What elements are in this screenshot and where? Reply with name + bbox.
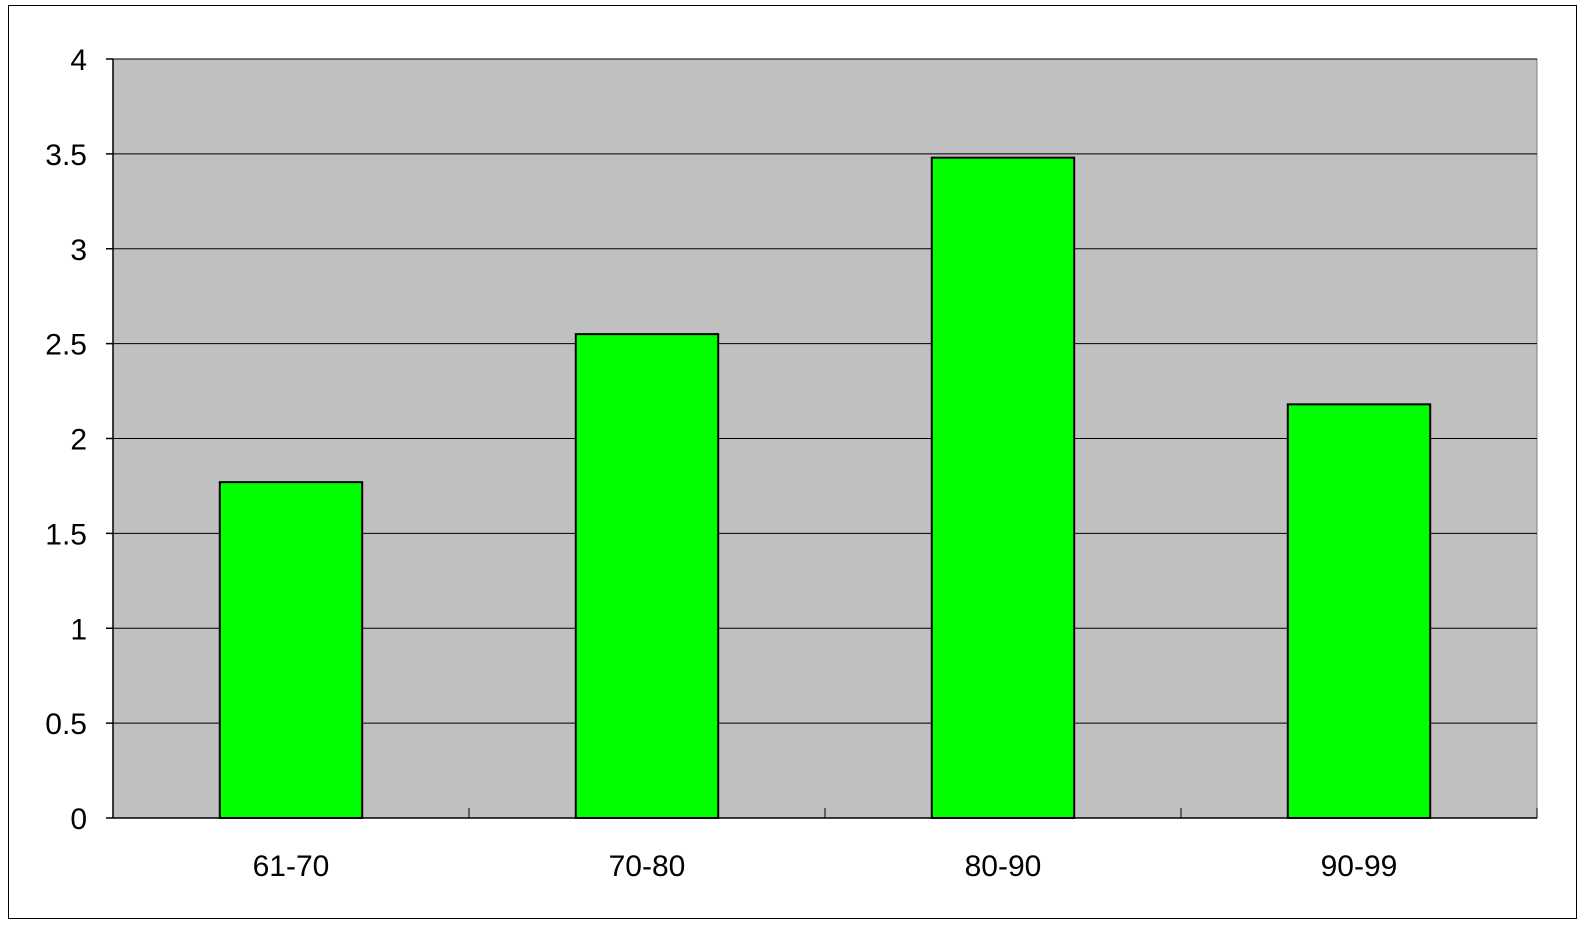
y-tick-label: 0.5	[45, 708, 87, 741]
y-tick-label: 1.5	[45, 518, 87, 551]
y-tick-labels: 0 0.5 1 1.5 2 2.5 3 3.5 4	[45, 44, 87, 836]
bar-80-90	[930, 156, 1076, 820]
y-tick-label: 2.5	[45, 329, 87, 362]
x-tick-label: 90-99	[1321, 850, 1398, 883]
x-tick-label: 70-80	[609, 850, 686, 883]
x-tick-label: 80-90	[965, 850, 1042, 883]
bar-90-99	[1286, 403, 1432, 819]
y-tick-label: 0	[70, 803, 87, 836]
bar-61-70	[218, 481, 364, 819]
axes	[106, 58, 1538, 819]
bars	[218, 156, 1432, 820]
y-tick-label: 3.5	[45, 139, 87, 172]
y-tick-label: 2	[70, 424, 87, 457]
y-tick-label: 1	[70, 613, 87, 646]
y-tick-label: 3	[70, 234, 87, 267]
bar-70-80	[574, 333, 720, 819]
y-tick-label: 4	[70, 44, 87, 77]
x-tick-label: 61-70	[253, 850, 330, 883]
x-tick-labels: 61-70 70-80 80-90 90-99	[253, 850, 1398, 883]
